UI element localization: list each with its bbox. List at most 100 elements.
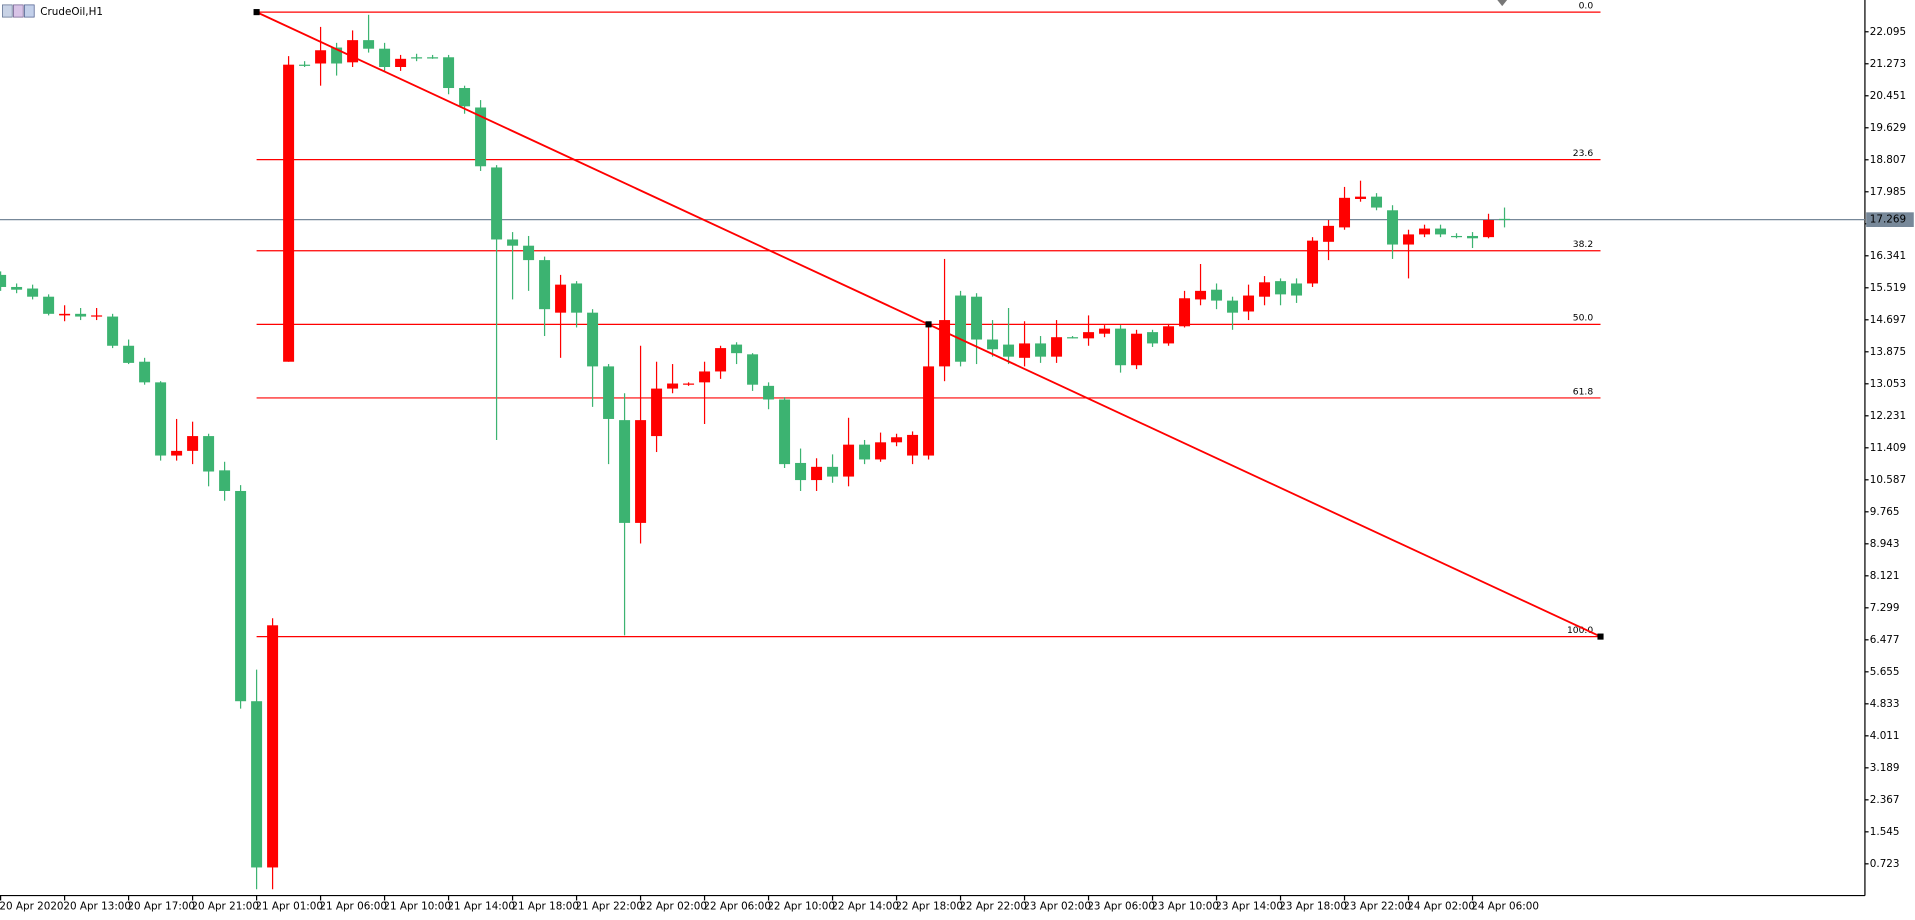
candle-body bbox=[363, 40, 375, 49]
candle-body bbox=[539, 260, 551, 310]
y-tick-label: 2.367 bbox=[1870, 794, 1900, 806]
candle-body bbox=[939, 320, 951, 367]
candle-body bbox=[155, 382, 167, 456]
candle-body bbox=[219, 470, 231, 491]
x-tick-label: 21 Apr 14:00 bbox=[447, 901, 515, 913]
candle-body bbox=[123, 345, 135, 363]
y-tick-label: 7.299 bbox=[1870, 602, 1900, 614]
candle-body bbox=[459, 88, 471, 107]
y-tick-label: 11.409 bbox=[1870, 442, 1906, 454]
x-tick-label: 22 Apr 02:00 bbox=[639, 901, 707, 913]
candle-body bbox=[891, 437, 903, 443]
candle-body bbox=[411, 57, 423, 59]
candle-body bbox=[1243, 295, 1255, 312]
candle-body bbox=[1147, 332, 1159, 344]
candle-body bbox=[1483, 220, 1495, 238]
y-tick-label: 5.655 bbox=[1870, 666, 1900, 678]
candle-body bbox=[251, 701, 263, 868]
candle-body bbox=[1451, 235, 1463, 238]
y-tick-label: 21.273 bbox=[1870, 58, 1906, 70]
candle-body bbox=[1211, 289, 1223, 301]
y-tick-label: 15.519 bbox=[1870, 282, 1906, 294]
x-tick-label: 21 Apr 06:00 bbox=[319, 901, 387, 913]
candle-body bbox=[731, 344, 743, 354]
candle-body bbox=[1003, 344, 1015, 357]
y-tick-label: 1.545 bbox=[1870, 826, 1900, 838]
x-tick-label: 21 Apr 10:00 bbox=[383, 901, 451, 913]
x-tick-label: 20 Apr 13:00 bbox=[63, 901, 131, 913]
y-tick-label: 16.341 bbox=[1870, 250, 1906, 262]
candle-body bbox=[379, 48, 391, 68]
candle-body bbox=[1035, 343, 1047, 357]
candle-body bbox=[667, 383, 679, 389]
candle-body bbox=[971, 296, 983, 340]
x-tick-label: 23 Apr 06:00 bbox=[1087, 901, 1155, 913]
x-tick-label: 22 Apr 22:00 bbox=[959, 901, 1027, 913]
candle-body bbox=[875, 442, 887, 460]
x-tick-label: 22 Apr 14:00 bbox=[831, 901, 899, 913]
trendline-anchor bbox=[1597, 633, 1604, 640]
x-tick-label: 21 Apr 22:00 bbox=[575, 901, 643, 913]
candle-body bbox=[1179, 298, 1191, 327]
candle-body bbox=[1467, 235, 1479, 239]
y-tick-label: 18.807 bbox=[1870, 154, 1906, 166]
x-tick-label: 23 Apr 10:00 bbox=[1151, 901, 1219, 913]
current-price-box bbox=[1866, 212, 1914, 227]
x-tick-label: 23 Apr 22:00 bbox=[1343, 901, 1411, 913]
candle-body bbox=[395, 58, 407, 68]
candle-body bbox=[859, 444, 871, 460]
candle-body bbox=[315, 50, 327, 64]
candle-body bbox=[1051, 337, 1063, 357]
fibonacci: 0.0 23.6 38.2 50.0 61.8 100.0 bbox=[0, 0, 1865, 638]
candle-body bbox=[811, 466, 823, 481]
candle-body bbox=[299, 64, 311, 66]
icon[interactable] bbox=[2, 4, 13, 18]
fib-level-label: 50.0 bbox=[1573, 313, 1594, 324]
candle-body bbox=[1291, 283, 1303, 296]
y-tick-label: 0.723 bbox=[1870, 858, 1900, 870]
candle-body bbox=[1403, 234, 1415, 245]
y-tick-label: 20.451 bbox=[1870, 90, 1906, 102]
candle-body bbox=[635, 420, 647, 523]
y-tick-label: 4.833 bbox=[1870, 698, 1900, 710]
candle-body bbox=[1195, 290, 1207, 300]
x-tick-label: 24 Apr 02:00 bbox=[1407, 901, 1475, 913]
fib-level-label: 0.0 bbox=[1579, 0, 1594, 11]
candle-body bbox=[699, 371, 711, 383]
candle-body bbox=[587, 312, 599, 367]
candle-body bbox=[107, 316, 119, 346]
x-tick-label: 21 Apr 01:00 bbox=[255, 901, 323, 913]
axes: 0.723 1.545 2.367 3.189 4.011 4.833 5.655 6.477… bbox=[0, 26, 1914, 913]
candle-body bbox=[907, 434, 919, 456]
candle-body bbox=[331, 47, 343, 64]
candle-body bbox=[267, 625, 279, 868]
candle-body bbox=[283, 64, 295, 362]
toolbar-icons[interactable] bbox=[2, 4, 35, 18]
candle-body bbox=[0, 274, 7, 287]
candle-body bbox=[779, 399, 791, 465]
candle-body bbox=[1307, 240, 1319, 284]
candle-body bbox=[1019, 343, 1031, 358]
candle-body bbox=[555, 284, 567, 313]
candle-body bbox=[1323, 225, 1335, 242]
current-price-label: 17.269 bbox=[1870, 214, 1906, 226]
x-tick-label: 21 Apr 18:00 bbox=[511, 901, 579, 913]
candle-body bbox=[571, 283, 583, 313]
y-tick-label: 19.629 bbox=[1870, 122, 1906, 134]
candle-body bbox=[987, 339, 999, 350]
candle-body bbox=[235, 490, 247, 702]
candle-body bbox=[11, 286, 23, 290]
candle-body bbox=[171, 450, 183, 456]
candle-body bbox=[1163, 326, 1175, 344]
candle-body bbox=[347, 40, 359, 63]
candle-body bbox=[1131, 333, 1143, 366]
x-tick-label: 23 Apr 14:00 bbox=[1215, 901, 1283, 913]
candle-body bbox=[843, 444, 855, 477]
icon[interactable] bbox=[13, 4, 24, 18]
y-tick-label: 12.231 bbox=[1870, 410, 1906, 422]
icon[interactable] bbox=[24, 4, 35, 18]
y-tick-label: 8.121 bbox=[1870, 570, 1900, 582]
fib-level-label: 38.2 bbox=[1573, 239, 1593, 250]
y-tick-label: 4.011 bbox=[1870, 730, 1900, 742]
candle-body bbox=[923, 366, 935, 456]
